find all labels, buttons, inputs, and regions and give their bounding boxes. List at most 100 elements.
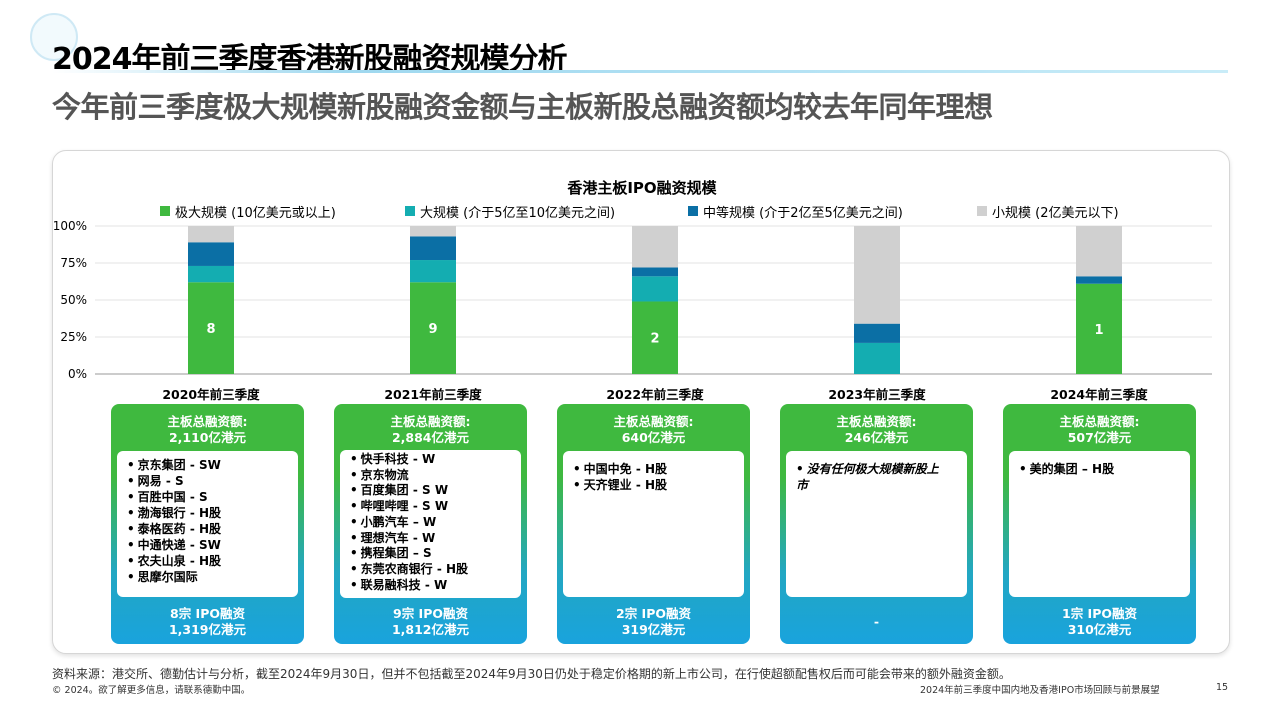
ipo-list: • 美的集团 – H股 [1009, 451, 1190, 597]
list-item: • 京东集团 - SW [127, 458, 221, 472]
list-item: • 农夫山泉 - H股 [127, 554, 222, 568]
title-underline [52, 70, 1228, 73]
card-header: 主板总融资额: 507亿港元 [1003, 414, 1196, 446]
y-tick-label: 100% [53, 219, 87, 233]
source-note: 资料来源：港交所、德勤估计与分析，截至2024年9月30日，但并不包括截至202… [52, 667, 1011, 681]
ipo-list: • 中国中免 - H股 • 天齐锂业 - H股 [563, 451, 744, 597]
list-item: • 百度集团 - S W [350, 483, 449, 498]
chart-title: 香港主板IPO融资规模 [567, 179, 717, 197]
card-footer-amount: 319亿港元 [621, 622, 686, 637]
report-title: 2024年前三季度中国内地及香港IPO市场回顾与前景展望 [920, 685, 1160, 696]
page-number: 15 [1216, 682, 1229, 693]
list-item: • 小鹏汽车 – W [350, 514, 437, 529]
card-footer-amount: 310亿港元 [1067, 622, 1132, 637]
bar-segment [410, 226, 456, 237]
card-footer: 9宗 IPO融资 1,812亿港元 [334, 606, 527, 638]
bar-segment [632, 226, 678, 268]
x-category-label: 2022年前三季度 [606, 387, 704, 402]
bar-segment [188, 226, 234, 243]
card-header-value: 640亿港元 [621, 430, 686, 445]
card-header-label: 主板总融资额: [613, 414, 694, 429]
card-header: 主板总融资额: 640亿港元 [557, 414, 750, 446]
bar-segment [854, 226, 900, 324]
list-item: • 天齐锂业 - H股 [573, 478, 668, 492]
y-tick-label: 0% [68, 367, 87, 381]
legend-item-medium: 中等规模 (介于2亿至5亿美元之间) [688, 202, 903, 221]
list-item: • 哔哩哔哩 - S W [350, 499, 449, 514]
card-header: 主板总融资额: 246亿港元 [780, 414, 973, 446]
list-item: • 思摩尔国际 [127, 570, 198, 584]
year-card-2022: 主板总融资额: 640亿港元 • 中国中免 - H股 • 天齐锂业 - H股 2宗 … [557, 404, 750, 644]
data-label: 8 [206, 322, 215, 337]
bar-segment [410, 260, 456, 283]
year-card-2020: 主板总融资额: 2,110亿港元 • 京东集团 - SW • 网易 - S • 百胜中… [111, 404, 304, 644]
legend-label: 中等规模 (介于2亿至5亿美元之间) [703, 205, 903, 221]
data-label: 9 [428, 322, 437, 337]
legend-swatch [688, 206, 698, 216]
bar-segment [410, 236, 456, 261]
card-footer-count: 1宗 IPO融资 [1062, 606, 1137, 621]
card-footer: 8宗 IPO融资 1,319亿港元 [111, 606, 304, 638]
x-category-label: 2020年前三季度 [162, 387, 260, 402]
list-item: • 联易融科技 - W [350, 577, 448, 592]
list-item: • 快手科技 - W [350, 452, 436, 466]
y-tick-label: 75% [60, 256, 87, 270]
bar-segment [1076, 276, 1122, 284]
legend-label: 小规模 (2亿美元以下) [992, 205, 1119, 221]
bar-segment [632, 267, 678, 277]
bar-segment [854, 323, 900, 343]
list-item: • 没有任何极大规模新股上市 [796, 462, 939, 492]
list-item: • 京东物流 [350, 467, 409, 482]
ipo-list: • 快手科技 - W • 京东物流 • 百度集团 - S W • 哔哩哔哩 - S W … [340, 450, 521, 598]
card-footer: 1宗 IPO融资 310亿港元 [1003, 606, 1196, 638]
card-footer-amount: 1,319亿港元 [168, 622, 247, 637]
card-header: 主板总融资额: 2,110亿港元 [111, 414, 304, 446]
page-subtitle: 今年前三季度极大规模新股融资金额与主板新股总融资额均较去年同年理想 [52, 90, 993, 124]
ipo-list: • 没有任何极大规模新股上市 [786, 451, 967, 597]
bar-segment [854, 342, 900, 374]
data-label: 1 [1094, 323, 1103, 338]
card-header-value: 2,110亿港元 [168, 430, 247, 445]
bar-segment [188, 242, 234, 266]
legend-item-small: 小规模 (2亿美元以下) [977, 202, 1119, 221]
x-category-label: 2024年前三季度 [1050, 387, 1148, 402]
list-item: • 网易 - S [127, 474, 184, 488]
legend-swatch [160, 206, 170, 216]
bar-segment [632, 301, 678, 374]
bar-segment [1076, 226, 1122, 277]
year-card-2023: 主板总融资额: 246亿港元 • 没有任何极大规模新股上市 - [780, 404, 973, 644]
list-item: • 中国中免 - H股 [573, 462, 668, 476]
x-category-label: 2021年前三季度 [384, 387, 482, 402]
bar-segment [188, 282, 234, 374]
y-tick-label: 25% [60, 330, 87, 344]
card-footer: - [780, 614, 973, 630]
y-tick-label: 50% [60, 293, 87, 307]
list-item: • 渤海银行 - H股 [127, 506, 222, 520]
card-footer-amount: 1,812亿港元 [391, 622, 470, 637]
card-footer-count: 9宗 IPO融资 [393, 606, 468, 621]
bar-segment [410, 282, 456, 374]
card-header-value: 246亿港元 [844, 430, 909, 445]
card-footer-count: - [873, 614, 880, 629]
card-header-label: 主板总融资额: [390, 414, 471, 429]
ipo-list: • 京东集团 - SW • 网易 - S • 百胜中国 - S • 渤海银行 - H股 … [117, 451, 298, 597]
bar-segment [1076, 283, 1122, 374]
legend-swatch [977, 206, 987, 216]
data-label: 2 [650, 332, 659, 347]
legend-item-large: 大规模 (介于5亿至10亿美元之间) [405, 202, 616, 221]
legend-label: 极大规模 (10亿美元或以上) [175, 205, 336, 221]
legend-label: 大规模 (介于5亿至10亿美元之间) [420, 205, 616, 221]
list-item: • 美的集团 – H股 [1019, 462, 1115, 476]
year-card-2024: 主板总融资额: 507亿港元 • 美的集团 – H股 1宗 IPO融资 310亿港… [1003, 404, 1196, 644]
card-footer-count: 2宗 IPO融资 [616, 606, 691, 621]
card-footer: 2宗 IPO融资 319亿港元 [557, 606, 750, 638]
copyright: © 2024。欲了解更多信息，请联系德勤中国。 [52, 685, 251, 696]
bar-segment [188, 265, 234, 283]
list-item: • 理想汽车 - W [350, 530, 436, 545]
decorative-circle [30, 13, 78, 61]
card-header-label: 主板总融资额: [836, 414, 917, 429]
list-item: • 携程集团 – S [350, 546, 432, 561]
legend-item-extra-large: 极大规模 (10亿美元或以上) [160, 202, 336, 221]
bar-segment [632, 276, 678, 302]
